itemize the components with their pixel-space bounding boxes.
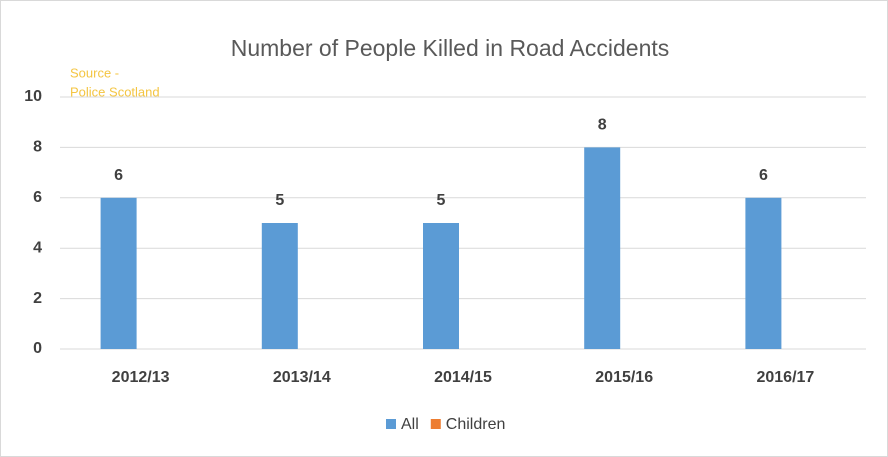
legend-label: Children [446,416,506,433]
y-tick-label: 0 [33,340,42,357]
chart-title: Number of People Killed in Road Accident… [231,35,670,61]
y-tick-label: 8 [33,139,42,156]
x-tick-label: 2012/13 [112,369,170,386]
data-label: 6 [114,167,123,184]
data-label: 5 [275,192,284,209]
data-label: 5 [437,192,446,209]
annotation: Police Scotland [70,84,160,99]
bar [745,197,782,349]
x-tick-label: 2016/17 [756,369,814,386]
bar [261,223,298,349]
legend-swatch [430,419,441,429]
bar [100,197,137,349]
data-label: 6 [759,167,768,184]
y-tick-label: 10 [24,88,42,105]
x-tick-label: 2015/16 [595,369,653,386]
data-label: 8 [598,117,607,134]
bar [423,223,459,349]
legend-swatch [386,419,396,429]
legend-label: All [401,416,419,433]
x-tick-label: 2014/15 [434,369,492,386]
y-tick-label: 2 [33,290,42,307]
annotation: Source - [70,65,119,80]
bar [584,147,621,349]
y-tick-label: 4 [33,239,42,256]
x-tick-label: 2013/14 [273,369,331,386]
y-tick-label: 6 [33,189,42,206]
